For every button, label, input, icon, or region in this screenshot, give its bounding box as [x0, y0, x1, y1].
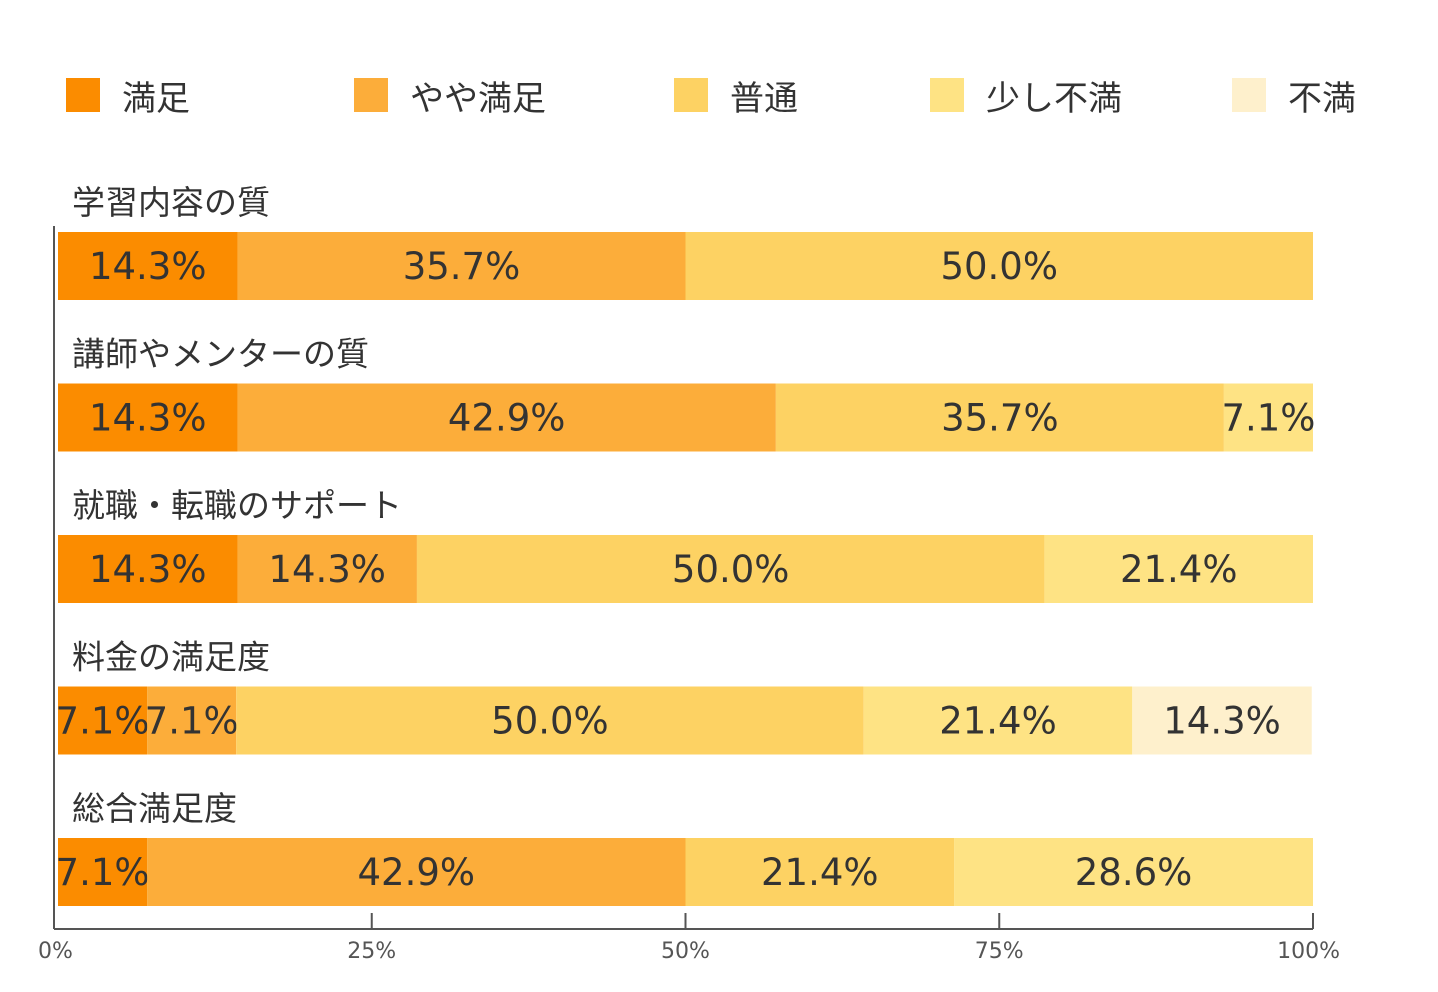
bar-segment [237, 232, 686, 300]
legend-item-somewhat-dissatisfied: 少し不満 [930, 70, 1122, 120]
bar-segment [416, 535, 1045, 603]
legend-swatch [674, 78, 708, 112]
bar-segment [58, 232, 238, 300]
legend-swatch [1232, 78, 1266, 112]
legend-item-somewhat-satisfied: やや満足 [354, 70, 546, 120]
data-label: 42.9% [358, 851, 476, 894]
legend-swatch [930, 78, 964, 112]
data-label: 28.6% [1075, 851, 1193, 894]
category-label: 料金の満足度 [72, 638, 270, 677]
bar-segment [685, 838, 955, 906]
data-label: 50.0% [672, 548, 790, 591]
legend-item-satisfied: 満足 [66, 70, 190, 120]
bar-segment [775, 383, 1224, 452]
bar-segment [58, 383, 238, 452]
data-label: 14.3% [89, 397, 207, 440]
data-label: 35.7% [941, 397, 1059, 440]
bar-segment [954, 838, 1313, 906]
category-label: 講師やメンターの質 [72, 335, 369, 374]
category-label: 総合満足度 [72, 789, 237, 828]
bar-segment [58, 838, 148, 906]
data-label: 14.3% [89, 548, 207, 591]
legend-label: 普通 [730, 78, 798, 119]
data-label: 14.3% [268, 548, 386, 591]
bar-segment [58, 535, 238, 603]
x-tick-label: 100% [1277, 939, 1340, 964]
bar-segment [1223, 383, 1313, 452]
data-label: 7.1% [56, 700, 150, 743]
legend-swatch [354, 78, 388, 112]
legend-label: 不満 [1288, 78, 1356, 119]
data-label: 21.4% [761, 851, 879, 894]
legend-label: 少し不満 [986, 78, 1122, 119]
bar-segment [863, 686, 1133, 755]
legend-item-neutral: 普通 [674, 70, 798, 120]
data-label: 50.0% [491, 700, 609, 743]
legend-label: やや満足 [410, 78, 546, 119]
x-tick-label: 0% [38, 939, 73, 964]
data-label: 14.3% [1163, 700, 1281, 743]
legend-swatch [66, 78, 100, 112]
x-tick-label: 25% [347, 939, 396, 964]
data-label: 50.0% [940, 245, 1058, 288]
chart-legend: 満足 やや満足 普通 少し不満 不満 [0, 70, 1438, 120]
data-label: 7.1% [56, 851, 150, 894]
x-tick-label: 75% [975, 939, 1024, 964]
data-label: 14.3% [89, 245, 207, 288]
data-label: 35.7% [403, 245, 521, 288]
bar-segment [237, 535, 417, 603]
bar-segment [1044, 535, 1313, 603]
legend-label: 満足 [122, 78, 190, 119]
data-label: 7.1% [145, 700, 239, 743]
bar-segment [237, 383, 776, 452]
data-label: 21.4% [1120, 548, 1238, 591]
category-label: 就職・転職のサポート [72, 486, 402, 525]
bar-segment [58, 686, 148, 755]
bar-segment [147, 838, 686, 906]
bar-segment [685, 232, 1313, 300]
bar-segment [1132, 686, 1312, 755]
data-label: 7.1% [1221, 397, 1315, 440]
data-label: 42.9% [448, 397, 566, 440]
bar-segment [236, 686, 864, 755]
bar-segment [147, 686, 237, 755]
data-label: 21.4% [939, 700, 1057, 743]
legend-item-dissatisfied: 不満 [1232, 70, 1356, 120]
category-label: 学習内容の質 [72, 183, 270, 222]
x-tick-label: 50% [661, 939, 710, 964]
